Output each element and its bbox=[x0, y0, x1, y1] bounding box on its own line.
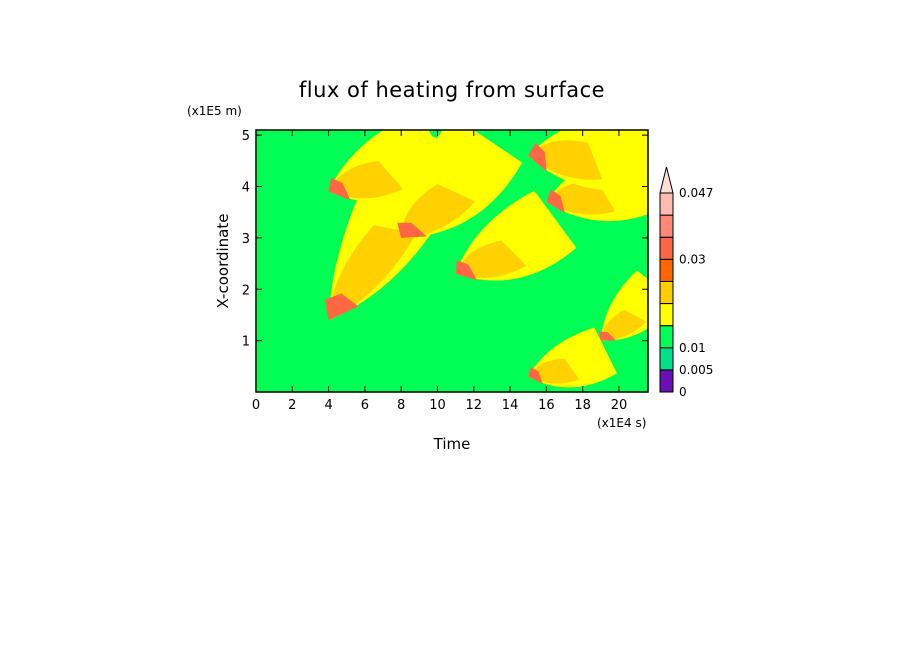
heatmap-region-red bbox=[328, 177, 351, 200]
heatmap-region-orange bbox=[528, 140, 603, 180]
plot-frame bbox=[255, 129, 649, 393]
heatmap-region-orange bbox=[328, 225, 417, 321]
y-tick-label: 1 bbox=[242, 335, 250, 350]
heatmap-region-orange bbox=[528, 358, 580, 384]
x-tick-label: 2 bbox=[288, 398, 296, 413]
y-scale-label: (x1E5 m) bbox=[187, 104, 242, 118]
heatmap-band-3 bbox=[397, 130, 523, 238]
colorbar-segment bbox=[659, 258, 674, 282]
x-tick-label: 14 bbox=[502, 398, 519, 413]
y-axis: 1 2 3 4 5 bbox=[242, 129, 648, 350]
colorbar-segment bbox=[659, 303, 674, 327]
colorbar-label: 0.01 bbox=[679, 341, 706, 355]
chart-title: flux of heating from surface bbox=[299, 78, 605, 102]
y-tick-label: 3 bbox=[242, 232, 250, 247]
colorbar-segment bbox=[659, 192, 674, 216]
x-tick-label: 12 bbox=[466, 398, 483, 413]
colorbar-label: 0.005 bbox=[679, 363, 713, 377]
colorbar-segment bbox=[659, 280, 674, 305]
x-tick-label: 18 bbox=[574, 398, 591, 413]
heatmap-region-orange bbox=[328, 160, 403, 199]
x-tick-label: 10 bbox=[429, 398, 446, 413]
colorbar-label: 0.03 bbox=[679, 252, 706, 266]
colorbar-segment bbox=[659, 236, 674, 260]
heatmap-band-8 bbox=[599, 270, 648, 341]
x-tick-label: 6 bbox=[361, 398, 369, 413]
x-tick-label: 4 bbox=[324, 398, 332, 413]
colorbar-segment bbox=[659, 214, 674, 238]
heatmap-band-4 bbox=[455, 190, 577, 281]
x-scale-label: (x1E4 s) bbox=[597, 416, 646, 430]
y-tick-label: 5 bbox=[242, 129, 250, 144]
x-tick-label: 0 bbox=[252, 398, 260, 413]
heatmap-region-red bbox=[397, 222, 427, 238]
x-axis-label: Time bbox=[433, 435, 471, 453]
heatmap-region-red bbox=[455, 260, 478, 281]
colorbar-label: 0 bbox=[679, 385, 687, 399]
heatmap-region-red bbox=[528, 367, 543, 384]
x-tick-label: 20 bbox=[611, 398, 628, 413]
y-axis-label: X-coordinate bbox=[214, 214, 232, 309]
colorbar-label: 0.047 bbox=[679, 186, 713, 200]
x-axis: 0 2 4 6 8 10 12 14 16 18 20 bbox=[252, 130, 627, 413]
colorbar: 0 0.005 0.01 0.03 0.047 bbox=[659, 166, 713, 399]
colorbar-overflow-triangle bbox=[659, 166, 674, 194]
x-tick-label: 8 bbox=[397, 398, 405, 413]
heatmap-band-5 bbox=[528, 327, 617, 388]
y-tick-label: 2 bbox=[242, 283, 250, 298]
heatmap-region-red bbox=[546, 189, 566, 213]
heatmap-region-red bbox=[599, 331, 617, 341]
heatmap-region-orange bbox=[401, 183, 476, 238]
heatmap-region-orange bbox=[600, 309, 647, 341]
heatmap-features bbox=[325, 130, 648, 388]
colorbar-segment bbox=[659, 325, 674, 349]
heatmap-region-red bbox=[325, 293, 359, 321]
colorbar-segment bbox=[659, 369, 674, 393]
x-tick-label: 16 bbox=[538, 398, 555, 413]
heatmap-band-7 bbox=[528, 130, 648, 191]
colorbar-segment bbox=[659, 347, 674, 371]
heatmap-region-red bbox=[528, 142, 547, 172]
heatmap-region-orange bbox=[546, 181, 616, 215]
plot-area bbox=[256, 130, 648, 392]
heatmap-region-orange bbox=[455, 240, 527, 278]
y-tick-label: 4 bbox=[242, 181, 250, 196]
